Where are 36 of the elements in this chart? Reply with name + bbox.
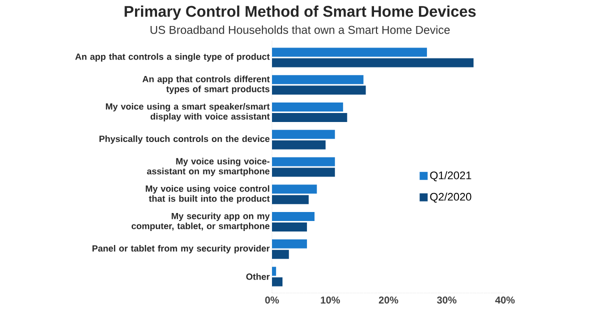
y-tick-label: An app that controls a single type of product [75,53,270,62]
bar [272,112,348,122]
y-tick-label: Physically touch controls on the device [99,135,270,144]
x-tick-label: 20% [378,296,398,304]
bar [272,58,474,68]
bar [272,266,276,276]
bar [272,239,307,248]
x-tick-label: 0% [265,296,279,304]
y-tick-label: My voice using voice-assistant on my smartphone [146,158,270,176]
legend-label: Q1/2021 [430,171,472,182]
bar [272,250,289,259]
legend-label: Q2/2020 [430,192,472,203]
bar [272,168,335,177]
y-tick-label: My voice using voice control that is built into the product [146,185,270,204]
bar [272,222,307,232]
y-tick-label: Other [246,273,270,280]
x-tick-label: 30% [437,296,456,304]
bar [272,130,335,139]
y-tick-label: My voice using a smart speaker/smart display with voice assistant [106,103,270,122]
x-tick-label: 40% [495,296,515,304]
x-tick-label: 10% [320,296,340,304]
chart-title: Primary Control Method of Smart Home Devices [124,6,476,20]
bar [272,157,335,166]
bar [272,75,364,84]
bar [272,212,315,222]
chart-subtitle: US Broadband Households that own a Smart Home Device [150,26,450,34]
y-tick-label: My security app on my computer, tablet, or smartphone [132,212,270,231]
y-tick-label: An app that controls different types of smart products [142,76,270,94]
bar [272,195,309,204]
bar [272,102,344,112]
bar [272,48,427,57]
bar [272,86,366,95]
bar [272,277,282,286]
bar [272,184,317,194]
y-tick-label: Panel or tablet from my security provider [92,244,270,254]
bar [272,140,326,150]
